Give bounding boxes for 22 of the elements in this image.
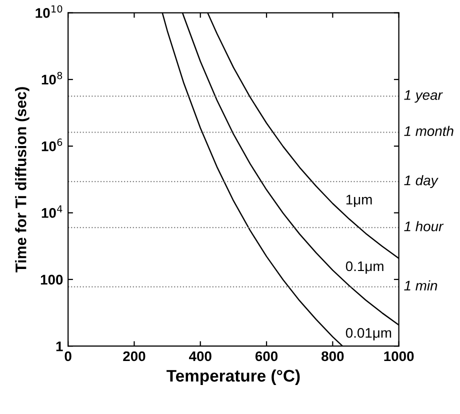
x-tick-label: 1000 (384, 351, 414, 362)
ref-line-label: 1 day (404, 175, 438, 188)
x-tick-label: 600 (255, 351, 278, 362)
series-label: 1μm (346, 194, 372, 208)
ref-line-label: 1 month (404, 126, 454, 136)
series-label: 0.1μm (346, 261, 384, 274)
y-axis-title: Time for Ti diffusion (sec) (15, 87, 30, 272)
y-tick-label: 10$^{4}$ (42, 205, 62, 218)
y-tick-label: 10$^{6}$ (42, 138, 62, 152)
x-tick-label: 200 (123, 351, 146, 362)
ref-line-label: 1 hour (404, 221, 444, 232)
y-tick-label: 1 (56, 342, 63, 352)
x-tick-label: 0 (64, 351, 72, 362)
x-tick-label: 400 (189, 351, 212, 362)
ref-line-label: 1 year (404, 90, 443, 103)
series-label: 0.01μm (346, 328, 392, 340)
y-tick-label: 10$^{8}$ (42, 72, 62, 85)
y-tick-label: 10$^{10}$ (36, 5, 62, 18)
x-axis-title: Temperature (°C) (166, 369, 300, 386)
y-tick-label: 100 (40, 274, 63, 285)
ref-line-label: 1 min (404, 280, 438, 290)
x-tick-label: 800 (322, 351, 344, 362)
